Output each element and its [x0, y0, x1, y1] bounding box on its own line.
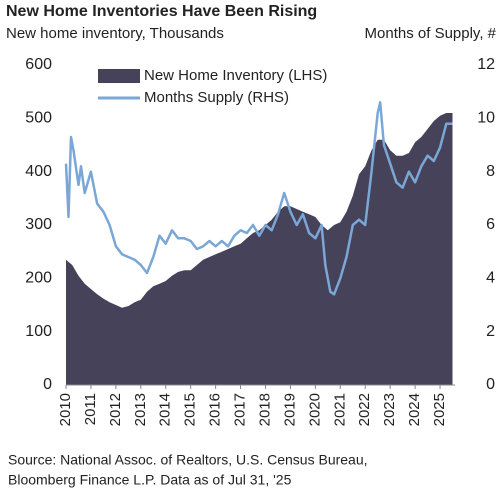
- y-tick-label: 0: [43, 376, 52, 393]
- x-tick-label: 2021: [331, 393, 348, 426]
- x-tick-label: 2018: [256, 393, 273, 426]
- legend-swatch: [98, 69, 140, 83]
- y2-tick-label: 12: [477, 56, 495, 73]
- y2-tick-label: 4: [486, 270, 495, 287]
- legend-label: Months Supply (RHS): [144, 89, 289, 106]
- y2-tick-label: 2: [486, 323, 495, 340]
- source-note: Bloomberg Finance L.P. Data as of Jul 31…: [8, 472, 292, 488]
- x-tick-label: 2012: [107, 393, 124, 426]
- y-tick-label: 400: [25, 163, 52, 180]
- y2-tick-label: 10: [477, 110, 495, 127]
- x-tick-label: 2025: [431, 393, 448, 426]
- x-tick-label: 2016: [207, 393, 224, 426]
- x-tick-label: 2019: [281, 393, 298, 426]
- source-note: Source: National Assoc. of Realtors, U.S…: [8, 452, 368, 468]
- y-tick-label: 200: [25, 270, 52, 287]
- x-tick-label: 2011: [82, 393, 99, 425]
- x-tick-label: 2022: [356, 393, 373, 426]
- y2-axis-label: Months of Supply, #: [365, 25, 497, 42]
- x-tick-label: 2013: [132, 393, 149, 426]
- line: [64, 101, 453, 296]
- legend-label: New Home Inventory (LHS): [144, 67, 327, 84]
- area: [66, 113, 453, 385]
- x-tick-label: 2014: [157, 393, 174, 426]
- y2-tick-label: 8: [486, 163, 495, 180]
- y-tick-label: 300: [25, 216, 52, 233]
- x-tick-label: 2023: [381, 393, 398, 426]
- x-tick-label: 2010: [57, 393, 74, 426]
- y2-tick-label: 0: [486, 376, 495, 393]
- x-tick-label: 2020: [306, 393, 323, 426]
- y-tick-label: 500: [25, 110, 52, 127]
- y2-tick-label: 6: [486, 216, 495, 233]
- x-tick-label: 2015: [182, 393, 199, 426]
- x-tick-label: 2017: [232, 393, 249, 426]
- y-tick-label: 100: [25, 323, 52, 340]
- chart-title: New Home Inventories Have Been Rising: [6, 3, 317, 20]
- y-tick-label: 600: [25, 56, 52, 73]
- y-axis-label: New home inventory, Thousands: [6, 25, 224, 42]
- x-tick-label: 2024: [406, 393, 423, 426]
